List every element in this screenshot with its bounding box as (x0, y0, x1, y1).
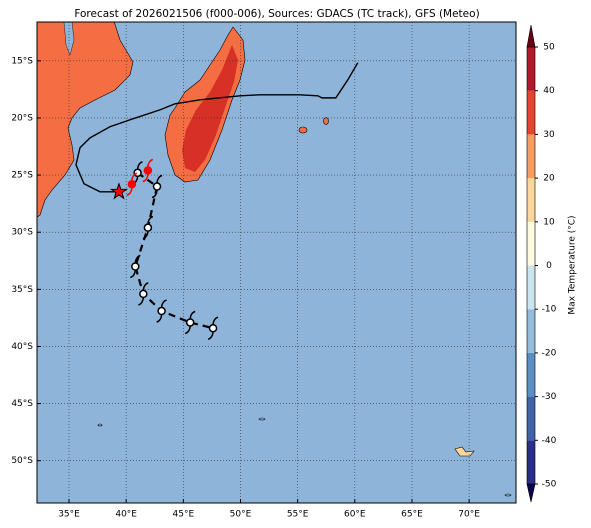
colorbar-tick-label: 40 (543, 86, 555, 96)
y-tick-label: 15°S (11, 56, 33, 66)
colorbar-band (527, 178, 535, 222)
y-tick-label: 20°S (11, 113, 33, 123)
colorbar-band (527, 265, 535, 310)
x-tick-label: 45°E (173, 510, 195, 520)
storm-arm (142, 174, 149, 183)
colorbar-tick-label: -50 (542, 480, 557, 490)
storm-symbol (184, 310, 196, 335)
storm-arm (160, 299, 167, 308)
y-tick-label: 40°S (11, 342, 33, 352)
storm-arm (207, 332, 214, 340)
storm-symbol (142, 158, 154, 183)
storm-arm (189, 310, 196, 319)
colorbar-band (527, 352, 535, 397)
grid (37, 22, 516, 503)
crozet (258, 417, 266, 421)
colorbar-tick-label: 10 (543, 217, 555, 227)
storm-eye (139, 289, 148, 299)
x-tick-label: 70°E (458, 510, 480, 520)
map-frame (36, 21, 517, 504)
colorbar-tick-label: 20 (543, 174, 555, 184)
storm-arm (136, 161, 143, 169)
storm-symbol (156, 299, 167, 323)
storm-eye (208, 323, 218, 333)
colorbar-band (527, 47, 535, 91)
storm-eye (127, 179, 137, 189)
colorbar-tick-label: -20 (542, 348, 557, 358)
colorbar-tick-label: -40 (542, 436, 557, 446)
colorbar-label: Max Temperature (°C) (568, 215, 578, 314)
y-tick-label: 25°S (11, 171, 33, 181)
storm-arm (212, 316, 219, 325)
storm-arm (142, 282, 149, 291)
storm-symbol (126, 172, 138, 196)
storm-arm (142, 231, 149, 240)
map-title: Forecast of 2026021506 (f000-006), Sourc… (74, 8, 479, 20)
storm-arm (134, 254, 141, 263)
storm-eye (152, 182, 162, 191)
storm-arm (156, 174, 163, 183)
colorbar-band (527, 90, 535, 135)
storm-arm (130, 270, 137, 279)
mauritius (323, 117, 329, 125)
storm-arm (147, 158, 154, 167)
storm-eye (133, 168, 142, 178)
storm-symbol (151, 174, 163, 199)
observed-track (75, 62, 359, 193)
storm-symbol (130, 254, 141, 279)
storm-arm (126, 188, 133, 196)
storm-arm (138, 297, 145, 306)
colorbar-band (527, 134, 535, 179)
storm-arm (131, 172, 138, 181)
ocean (37, 22, 516, 503)
land (37, 22, 512, 497)
colorbar-tick-label: 0 (546, 261, 552, 271)
x-tick-label: 40°E (115, 510, 137, 520)
colorbar-tick-label: 30 (543, 130, 555, 140)
storm-symbol (138, 282, 149, 306)
kerguelen (454, 446, 475, 457)
storm-eye (157, 306, 166, 316)
colorbar-extend-high (526, 24, 536, 48)
storm-eye (143, 223, 153, 232)
colorbar-band (527, 440, 535, 484)
storm-arm (147, 215, 154, 224)
storm-eye (185, 318, 195, 327)
heard (504, 493, 512, 497)
x-tick-label: 35°E (58, 510, 80, 520)
x-tick-label: 55°E (287, 510, 309, 520)
x-tick-label: 50°E (230, 510, 252, 520)
y-tick-label: 30°S (11, 228, 33, 238)
y-tick-label: 35°S (11, 285, 33, 295)
colorbar-extend-low (526, 483, 536, 503)
storm-arm (184, 326, 191, 335)
storm-eye (143, 166, 153, 175)
colorbar-tick-label: -30 (542, 392, 557, 402)
y-tick-label: 50°S (11, 456, 33, 466)
y-tick-label: 45°S (11, 399, 33, 409)
storm-eye (131, 262, 140, 271)
colorbar-band (527, 396, 535, 441)
forecast-track (134, 171, 214, 330)
colorbar-band (527, 221, 535, 266)
reunion (298, 126, 308, 134)
tracks (75, 62, 359, 340)
storm-symbol (142, 215, 154, 240)
colorbar-tick-label: -10 (542, 305, 557, 315)
x-tick-label: 60°E (344, 510, 366, 520)
storm-position (109, 182, 129, 200)
colorbar: -50 -40 -30 -20 -10 0 10 20 30 40 50 (526, 24, 557, 503)
colorbar-tick-label: 50 (543, 43, 555, 53)
africa (37, 22, 134, 218)
x-tick-label: 65°E (401, 510, 423, 520)
storm-arm (156, 314, 163, 323)
storm-arm (151, 190, 158, 199)
marion (97, 423, 103, 427)
highlands (182, 45, 238, 172)
storm-symbol (132, 161, 143, 185)
lake (63, 22, 75, 56)
storm-symbol (207, 316, 219, 340)
colorbar-band (527, 309, 535, 353)
